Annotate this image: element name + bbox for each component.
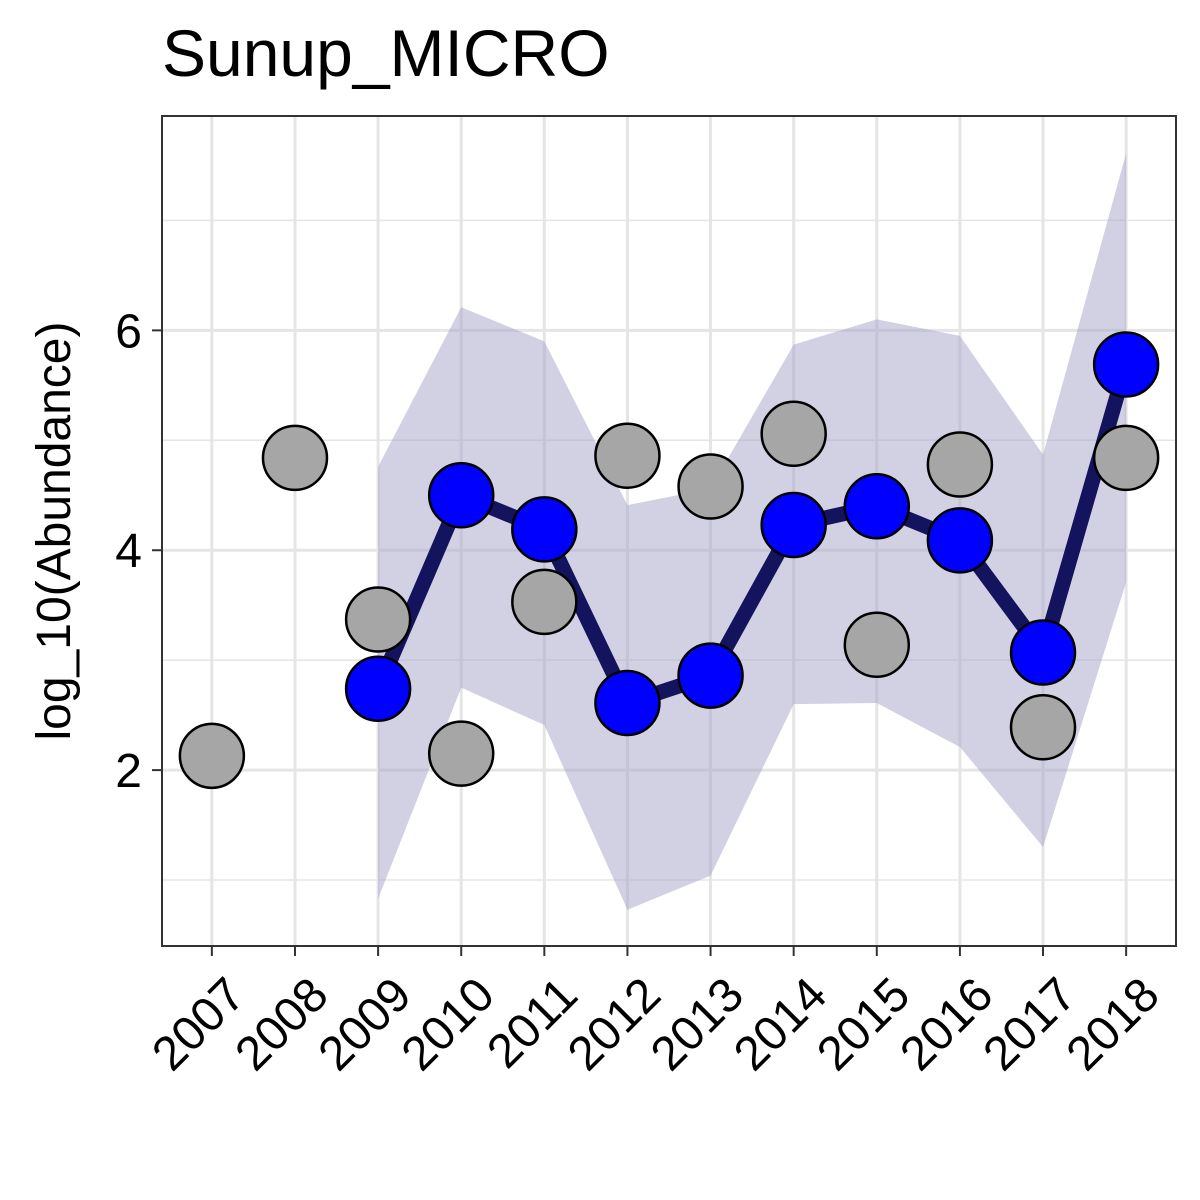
observed-point: [843, 611, 911, 679]
x-tick-label: 2013: [641, 968, 754, 1081]
observed-point: [178, 722, 246, 790]
x-tick-label: 2010: [392, 968, 505, 1081]
estimate-point: [926, 507, 994, 574]
observed-point: [760, 400, 827, 467]
confidence-ribbon-layer: [378, 153, 1127, 910]
y-axis-label: log_10(Abundance): [28, 322, 81, 741]
estimate-point: [1009, 619, 1077, 686]
estimate-point: [760, 491, 827, 559]
observed-point: [926, 431, 994, 498]
observed-point: [261, 424, 329, 492]
observed-point: [1092, 424, 1160, 492]
estimate-line: [370, 356, 1134, 711]
x-tick-label: 2014: [724, 968, 837, 1081]
x-tick-label: 2007: [142, 968, 255, 1081]
x-tick-label: 2015: [807, 968, 920, 1081]
observed-point: [677, 453, 744, 520]
estimate-point: [594, 669, 661, 737]
y-tick-label: 6: [115, 305, 142, 358]
observed-point: [1009, 693, 1077, 761]
x-tick-label: 2012: [558, 968, 671, 1081]
observed-point: [594, 422, 661, 489]
x-tick-label: 2009: [309, 968, 422, 1081]
estimate-point: [843, 473, 911, 540]
x-tick-label: 2016: [890, 968, 1003, 1081]
estimate-line-layer: [370, 356, 1134, 711]
chart-title: Sunup_MICRO: [162, 16, 610, 90]
y-tick-label: 4: [115, 525, 142, 578]
confidence-ribbon: [378, 153, 1127, 910]
estimate-point: [677, 642, 744, 709]
x-tick-label: 2011: [477, 968, 587, 1078]
observed-point: [511, 568, 578, 636]
x-tick-label: 2018: [1057, 968, 1170, 1081]
estimate-point: [1092, 331, 1160, 398]
x-tick-label: 2008: [226, 968, 339, 1081]
observed-points-layer: [178, 400, 1160, 790]
estimate-point: [344, 655, 412, 723]
estimate-point: [511, 496, 578, 563]
estimate-point: [427, 462, 495, 529]
observed-point: [344, 586, 412, 653]
plot-panel-border: [161, 115, 1177, 947]
observed-point: [427, 720, 495, 787]
estimate-points-layer: [344, 331, 1160, 737]
y-tick-label: 2: [115, 745, 142, 798]
x-tick-label: 2017: [974, 968, 1087, 1081]
